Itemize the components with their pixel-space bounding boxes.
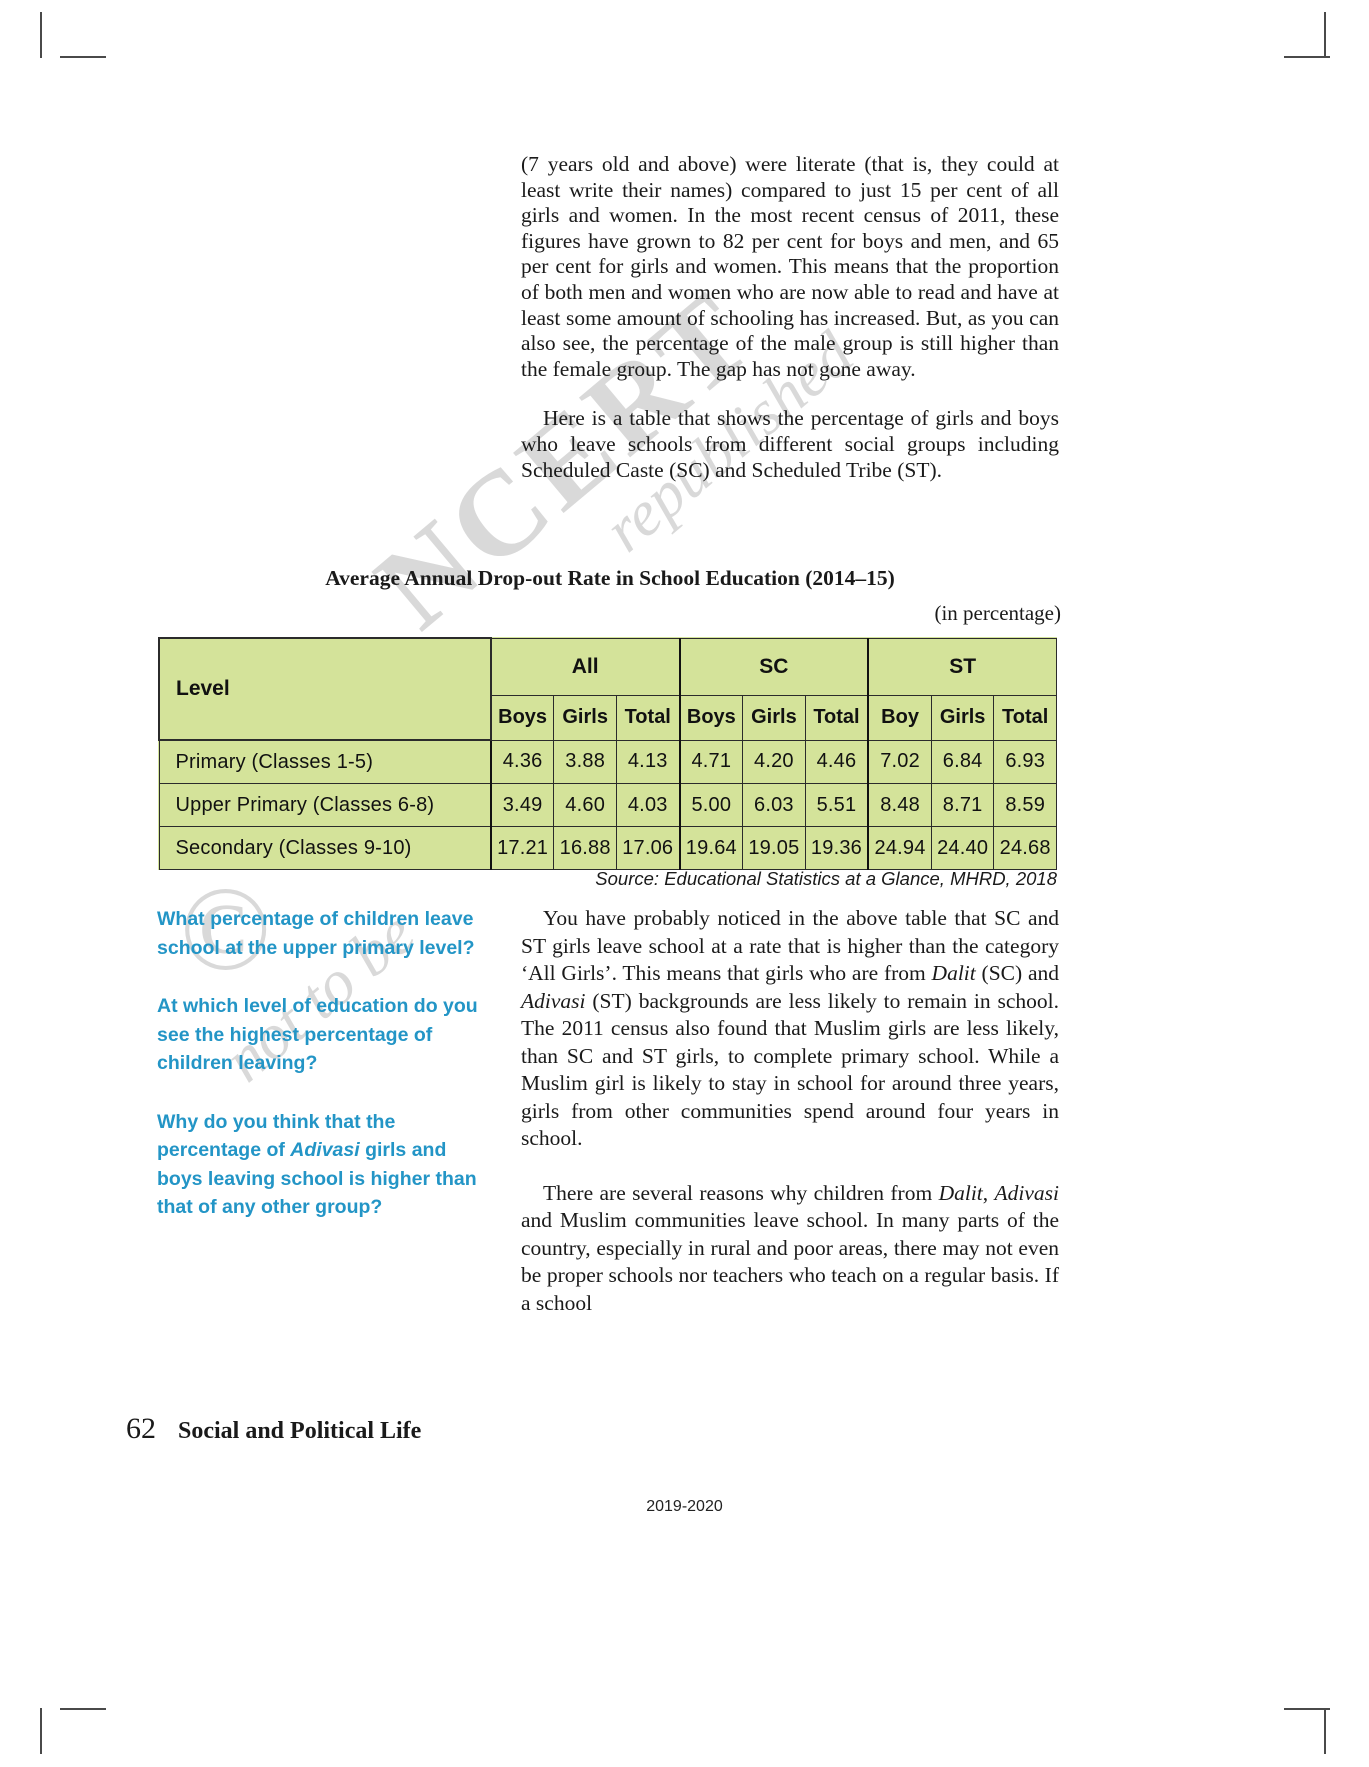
header-st-boy: Boy xyxy=(867,694,932,741)
question-3-part2: girls and boys leaving school is higher … xyxy=(157,1139,477,1218)
cell-level-secondary: Secondary (Classes 9-10) xyxy=(158,826,492,870)
paragraph-reasons: There are several reasons why children f… xyxy=(521,1180,1059,1318)
header-level: Level xyxy=(158,637,492,741)
cell-primary-all-boys: 4.36 xyxy=(489,739,555,784)
para2-segment-a: There are several reasons why children f… xyxy=(543,1180,939,1205)
para1-italic-adivasi: Adivasi xyxy=(521,988,586,1013)
para1-italic-dalit: Dalit xyxy=(931,961,976,985)
cell-primary-all-girls: 3.88 xyxy=(553,739,617,784)
question-1: What percentage of children leave school… xyxy=(157,908,475,959)
cell-primary-all-total: 4.13 xyxy=(615,739,681,784)
crop-mark-bottom-left xyxy=(34,1694,106,1754)
cell-upper-sc-total: 5.51 xyxy=(804,783,869,827)
page-footer: 62 Social and Political Life xyxy=(126,1412,421,1446)
book-title: Social and Political Life xyxy=(178,1418,422,1444)
header-st-total: Total xyxy=(993,694,1057,741)
cell-secondary-st-boy: 24.94 xyxy=(867,826,932,870)
paragraph-sc-st-girls: You have probably noticed in the above t… xyxy=(521,905,1059,1153)
cell-secondary-sc-boys: 19.64 xyxy=(678,826,744,870)
year-stamp: 2019-2020 xyxy=(646,1498,723,1515)
cell-upper-all-girls: 4.60 xyxy=(553,783,617,827)
intro-paragraphs: (7 years old and above) were literate (t… xyxy=(521,152,1059,483)
header-st-girls: Girls xyxy=(930,694,995,741)
header-sc-boys: Boys xyxy=(678,694,744,741)
cell-upper-all-boys: 3.49 xyxy=(489,783,555,827)
paragraph-literacy-stats: (7 years old and above) were literate (t… xyxy=(521,152,1059,381)
cell-secondary-sc-girls: 19.05 xyxy=(742,826,806,870)
cell-secondary-sc-total: 19.36 xyxy=(804,826,869,870)
question-2: At which level of education do you see t… xyxy=(157,995,478,1074)
sidebar-questions: What percentage of children leave school… xyxy=(157,905,492,1222)
crop-mark-top-right xyxy=(1272,12,1332,72)
table-row: Upper Primary (Classes 6-8) 3.49 4.60 4.… xyxy=(158,783,1057,827)
cell-secondary-all-boys: 17.21 xyxy=(489,826,555,870)
cell-upper-st-girls: 8.71 xyxy=(930,783,995,827)
para1-segment-a: You have probably noticed in the above t… xyxy=(521,906,1059,985)
cell-primary-sc-girls: 4.20 xyxy=(742,739,806,784)
page-number: 62 xyxy=(126,1412,156,1445)
cell-primary-st-girls: 6.84 xyxy=(930,739,995,784)
header-sc-total: Total xyxy=(804,694,869,741)
header-all-boys: Boys xyxy=(489,694,555,741)
question-3-italic-adivasi: Adivasi xyxy=(290,1139,360,1161)
header-all-girls: Girls xyxy=(553,694,617,741)
cell-secondary-all-total: 17.06 xyxy=(615,826,681,870)
paragraph-table-intro: Here is a table that shows the percentag… xyxy=(521,406,1059,482)
header-group-all: All xyxy=(489,637,681,696)
cell-level-upper-primary: Upper Primary (Classes 6-8) xyxy=(158,783,492,827)
table-sub-header-row: Boys Girls Total Boys Girls Total Boy Gi… xyxy=(159,694,1057,741)
cell-upper-sc-girls: 6.03 xyxy=(742,783,806,827)
table-caption: Average Annual Drop-out Rate in School E… xyxy=(325,566,895,590)
para1-segment-b: (SC) and xyxy=(975,961,1059,985)
header-all-total: Total xyxy=(615,694,681,741)
cell-secondary-st-total: 24.68 xyxy=(993,826,1057,870)
para2-segment-c: and Muslim communities leave school. In … xyxy=(521,1208,1059,1315)
para2-segment-b: , xyxy=(982,1180,995,1205)
crop-mark-top-left xyxy=(34,12,106,72)
cell-primary-sc-total: 4.46 xyxy=(804,739,869,784)
cell-primary-st-boy: 7.02 xyxy=(867,739,932,784)
header-sc-girls: Girls xyxy=(742,694,806,741)
cell-upper-all-total: 4.03 xyxy=(615,783,681,827)
table-row: Secondary (Classes 9-10) 17.21 16.88 17.… xyxy=(158,826,1057,870)
header-group-st: ST xyxy=(867,637,1058,696)
question-3-part1: Why do you think that the percentage of xyxy=(157,1110,396,1162)
body-text-column: You have probably noticed in the above t… xyxy=(521,905,1059,1317)
cell-primary-st-total: 6.93 xyxy=(993,739,1057,784)
cell-primary-sc-boys: 4.71 xyxy=(678,739,744,784)
cell-upper-sc-boys: 5.00 xyxy=(678,783,744,827)
para2-italic-adivasi: Adivasi xyxy=(994,1180,1060,1205)
dropout-rate-table: Level All SC ST Boys Girls Total Boys Gi… xyxy=(158,637,1058,870)
cell-upper-st-total: 8.59 xyxy=(993,783,1057,827)
header-group-sc: SC xyxy=(678,637,869,696)
table-group-header-row: Level All SC ST xyxy=(158,637,1058,741)
question-3: Why do you think that the percentage of … xyxy=(157,1108,492,1222)
para1-segment-c: (ST) backgrounds are less likely to rema… xyxy=(521,988,1059,1151)
table-row: Primary (Classes 1-5) 4.36 3.88 4.13 4.7… xyxy=(158,739,1057,784)
cell-secondary-st-girls: 24.40 xyxy=(930,826,995,870)
cell-upper-st-boy: 8.48 xyxy=(867,783,932,827)
table-source: Source: Educational Statistics at a Glan… xyxy=(595,868,1057,889)
table-unit-note: (in percentage) xyxy=(934,601,1061,625)
crop-mark-bottom-right xyxy=(1272,1694,1332,1754)
cell-level-primary: Primary (Classes 1-5) xyxy=(158,739,492,784)
cell-secondary-all-girls: 16.88 xyxy=(553,826,617,870)
para2-italic-dalit: Dalit xyxy=(938,1180,983,1205)
